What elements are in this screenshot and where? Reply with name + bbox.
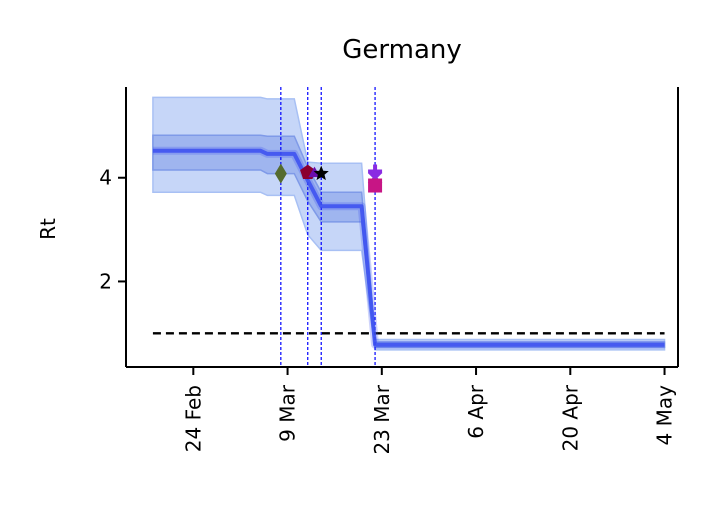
marker-triangle <box>308 166 321 178</box>
marker-diamond <box>274 163 287 184</box>
x-ticks: 24 Feb 9 Mar 23 Mar 6 Apr 20 Apr 4 May <box>181 367 677 455</box>
y-tick-label: 4 <box>99 166 112 190</box>
y-tick-label: 2 <box>99 269 112 293</box>
y-ticks: 24 <box>99 166 126 293</box>
x-tick-label: 24 Feb <box>181 385 205 452</box>
x-tick-label: 6 Apr <box>464 384 488 438</box>
intervention-lines <box>280 87 376 367</box>
rt-line <box>152 148 665 347</box>
chart-title: Germany <box>342 35 462 65</box>
marker-star <box>313 165 329 181</box>
x-tick-label: 20 Apr <box>558 384 582 451</box>
rt-series <box>152 146 665 349</box>
axes <box>125 87 679 368</box>
x-tick-label: 4 May <box>653 385 677 446</box>
marker-square <box>368 178 383 193</box>
intervention-markers <box>274 163 383 193</box>
x-tick-label: 23 Mar <box>370 384 394 454</box>
credible-bands <box>152 96 666 351</box>
y-axis-label: Rt <box>36 218 60 240</box>
band-50 <box>152 134 666 349</box>
x-tick-label: 9 Mar <box>276 384 300 442</box>
